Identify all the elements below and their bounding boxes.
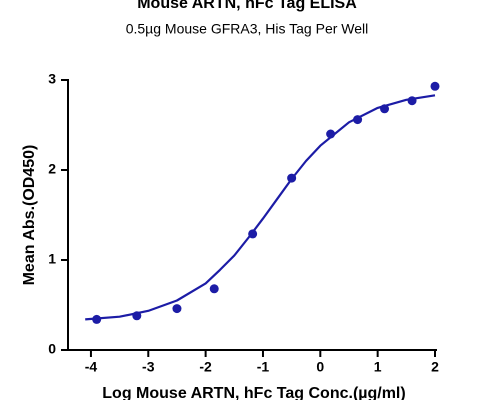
data-point — [248, 229, 258, 239]
x-tick-label: -1 — [257, 359, 270, 375]
chart-subtitle: 0.5µg Mouse GFRA3, His Tag Per Well — [126, 21, 369, 37]
y-tick-label: 0 — [48, 341, 56, 357]
y-tick-label: 1 — [48, 251, 56, 267]
data-point — [172, 304, 182, 314]
x-tick-label: 0 — [316, 359, 324, 375]
data-point — [287, 173, 297, 183]
data-point — [132, 311, 142, 321]
data-point — [92, 314, 102, 324]
y-tick-label: 2 — [48, 161, 56, 177]
x-tick-label: -2 — [199, 359, 212, 375]
chart-title: Mouse ARTN, hFc Tag ELISA — [137, 0, 357, 12]
fit-curve — [85, 94, 436, 321]
y-tick-label: 3 — [48, 71, 56, 87]
data-point — [209, 284, 219, 294]
data-point — [326, 129, 336, 139]
x-tick-label: -3 — [142, 359, 155, 375]
y-axis-label: Mean Abs.(OD450) — [21, 145, 38, 286]
x-axis-label: Log Mouse ARTN, hFc Tag Conc.(µg/ml) — [102, 385, 405, 400]
data-point — [380, 104, 390, 114]
data-point — [353, 115, 363, 125]
data-point — [407, 96, 417, 106]
x-tick-label: -4 — [85, 359, 98, 375]
data-point — [430, 81, 440, 91]
x-tick-label: 2 — [431, 359, 439, 375]
x-tick-label: 1 — [374, 359, 382, 375]
